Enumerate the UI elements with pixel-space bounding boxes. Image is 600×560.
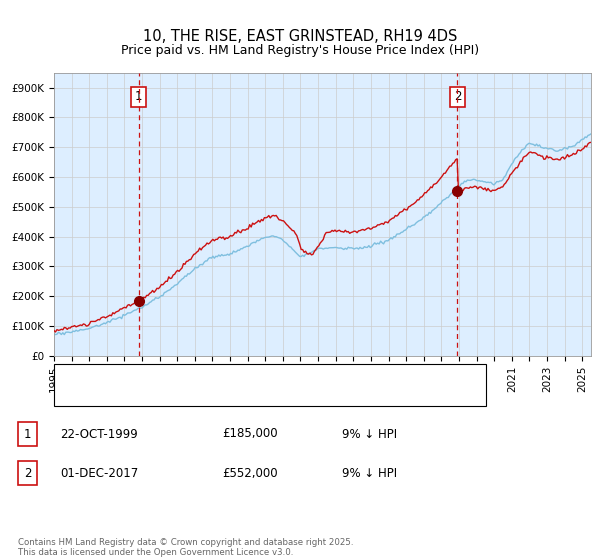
Text: Contains HM Land Registry data © Crown copyright and database right 2025.
This d: Contains HM Land Registry data © Crown c… — [18, 538, 353, 557]
Text: 1: 1 — [24, 427, 31, 441]
Text: 10, THE RISE, EAST GRINSTEAD, RH19 4DS: 10, THE RISE, EAST GRINSTEAD, RH19 4DS — [143, 29, 457, 44]
Text: £185,000: £185,000 — [222, 427, 278, 441]
Text: 22-OCT-1999: 22-OCT-1999 — [60, 427, 138, 441]
Text: £552,000: £552,000 — [222, 466, 278, 480]
Text: Price paid vs. HM Land Registry's House Price Index (HPI): Price paid vs. HM Land Registry's House … — [121, 44, 479, 57]
Text: 9% ↓ HPI: 9% ↓ HPI — [342, 466, 397, 480]
Text: 1: 1 — [135, 90, 142, 103]
Text: 01-DEC-2017: 01-DEC-2017 — [60, 466, 138, 480]
Text: 2: 2 — [454, 90, 461, 103]
Text: 10, THE RISE, EAST GRINSTEAD, RH19 4DS (detached house): 10, THE RISE, EAST GRINSTEAD, RH19 4DS (… — [93, 371, 428, 381]
Text: HPI: Average price, detached house, Mid Sussex: HPI: Average price, detached house, Mid … — [93, 389, 356, 399]
Text: 2: 2 — [24, 466, 31, 480]
Text: 9% ↓ HPI: 9% ↓ HPI — [342, 427, 397, 441]
